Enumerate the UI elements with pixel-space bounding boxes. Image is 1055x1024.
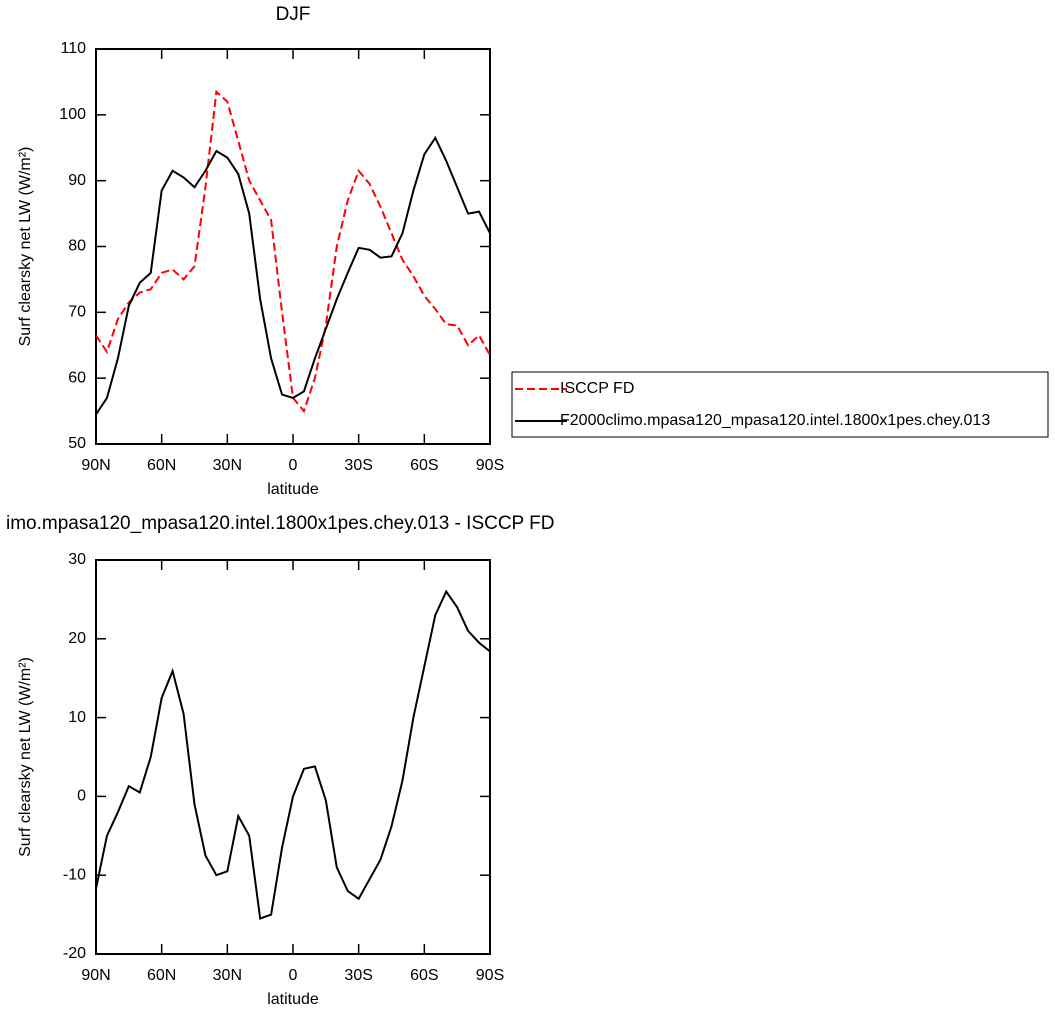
x-tick-label: 0 xyxy=(289,967,298,984)
x-tick-label: 60N xyxy=(147,967,176,984)
x-axis-label: latitude xyxy=(267,481,319,498)
x-tick-label: 30S xyxy=(344,457,372,474)
y-tick-label: 0 xyxy=(77,788,86,805)
x-tick-label: 60N xyxy=(147,457,176,474)
legend-label: ISCCP FD xyxy=(560,380,634,397)
legend-box xyxy=(511,371,1049,438)
x-tick-label: 90S xyxy=(476,457,504,474)
y-tick-label: 60 xyxy=(68,369,86,386)
x-tick-label: 90N xyxy=(81,967,110,984)
y-tick-label: 50 xyxy=(68,435,86,452)
y-tick-label: 90 xyxy=(68,172,86,189)
data-line xyxy=(95,135,491,415)
y-tick-label: -20 xyxy=(63,945,86,962)
y-tick-label: 30 xyxy=(68,551,86,568)
x-tick-label: 60S xyxy=(410,457,438,474)
plot-frame xyxy=(95,559,491,955)
y-tick-label: 100 xyxy=(59,106,86,123)
x-tick-label: 90S xyxy=(476,967,504,984)
x-tick-label: 60S xyxy=(410,967,438,984)
x-tick-label: 0 xyxy=(289,457,298,474)
y-tick-label: 10 xyxy=(68,709,86,726)
x-tick-label: 30S xyxy=(344,967,372,984)
y-tick-label: 70 xyxy=(68,304,86,321)
chart-title: DJF xyxy=(276,4,311,25)
data-line xyxy=(95,589,491,920)
y-tick-label: 110 xyxy=(60,40,86,57)
legend-label: F2000climo.mpasa120_mpasa120.intel.1800x… xyxy=(560,412,990,429)
chart-title: imo.mpasa120_mpasa120.intel.1800x1pes.ch… xyxy=(6,513,555,534)
y-tick-label: 80 xyxy=(68,238,86,255)
y-axis-label: Surf clearsky net LW (W/m²) xyxy=(17,147,34,347)
y-tick-label: 20 xyxy=(68,630,86,647)
data-line xyxy=(95,89,491,414)
x-tick-label: 30N xyxy=(213,457,242,474)
x-axis-label: latitude xyxy=(267,991,319,1008)
x-tick-label: 30N xyxy=(213,967,242,984)
x-tick-label: 90N xyxy=(81,457,110,474)
y-axis-label: Surf clearsky net LW (W/m²) xyxy=(17,657,34,857)
y-tick-label: -10 xyxy=(63,866,86,883)
